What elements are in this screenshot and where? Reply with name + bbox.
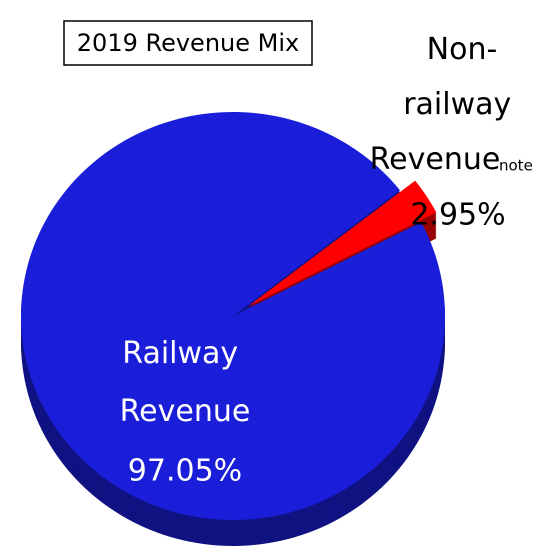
title-box	[63, 20, 313, 66]
pie-slice	[248, 180, 437, 307]
slice-label: Non-railway Revenue	[370, 32, 521, 177]
value-label: 97.05%	[128, 454, 242, 489]
chart-title: 2019 Revenue Mix	[77, 29, 299, 57]
slice-label: Railway Revenue	[120, 336, 251, 429]
value-label: 2.95%	[410, 198, 505, 233]
annotation: note	[499, 157, 533, 175]
pie-slice	[21, 111, 445, 521]
